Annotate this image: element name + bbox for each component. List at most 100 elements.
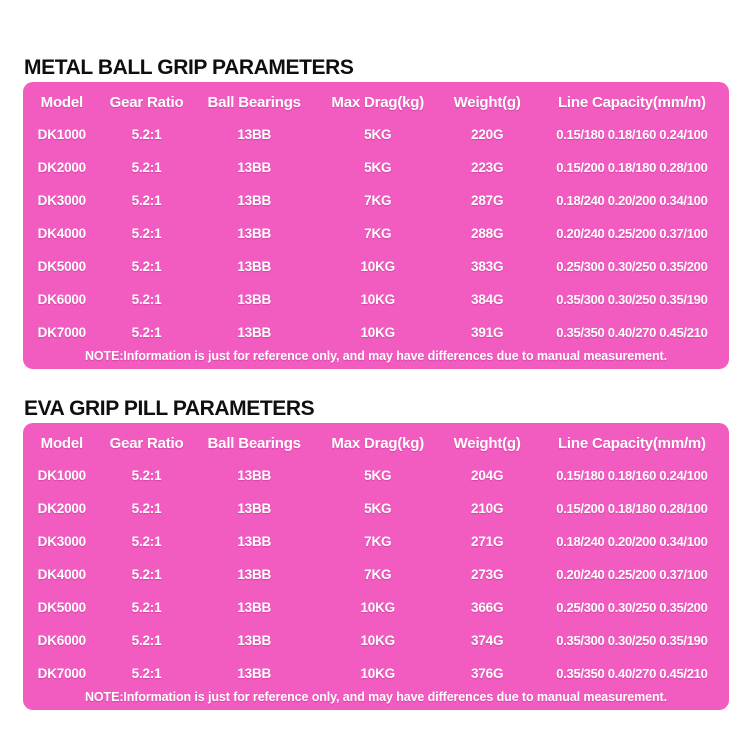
eva-grip-pill-panel: Model Gear Ratio Ball Bearings Max Drag(kg)… xyxy=(23,423,729,710)
cell-gear: 5.2:1 xyxy=(131,226,162,241)
cell-capacity: 0.35/300 0.30/250 0.35/190 xyxy=(556,633,708,648)
table-row: DK5000 5.2:1 13BB 10KG 383G 0.25/300 0.30/250… xyxy=(23,250,729,283)
cell-model: DK4000 xyxy=(37,226,87,241)
cell-model: DK5000 xyxy=(37,600,87,615)
cell-model: DK1000 xyxy=(37,127,87,142)
cell-bearings: 13BB xyxy=(237,226,272,241)
table-row: DK4000 5.2:1 13BB 7KG 273G 0.20/240 0.25/200 … xyxy=(23,558,729,591)
table-row: DK1000 5.2:1 13BB 5KG 204G 0.15/180 0.18/160 … xyxy=(23,459,729,492)
cell-weight: 273G xyxy=(471,567,504,582)
cell-gear: 5.2:1 xyxy=(131,325,162,340)
cell-drag: 7KG xyxy=(364,534,392,549)
cell-gear: 5.2:1 xyxy=(131,534,162,549)
table-row: DK4000 5.2:1 13BB 7KG 288G 0.20/240 0.25/200 … xyxy=(23,217,729,250)
table-row: DK3000 5.2:1 13BB 7KG 271G 0.18/240 0.20/200 … xyxy=(23,525,729,558)
cell-capacity: 0.35/350 0.40/270 0.45/210 xyxy=(556,666,708,681)
note-text: NOTE:Information is just for reference o… xyxy=(85,690,667,704)
cell-drag: 5KG xyxy=(364,468,392,483)
cell-model: DK3000 xyxy=(37,534,87,549)
cell-model: DK2000 xyxy=(37,501,87,516)
cell-gear: 5.2:1 xyxy=(131,501,162,516)
cell-weight: 376G xyxy=(471,666,504,681)
cell-capacity: 0.20/240 0.25/200 0.37/100 xyxy=(556,567,708,582)
cell-weight: 271G xyxy=(471,534,504,549)
cell-model: DK4000 xyxy=(37,567,87,582)
table-row: DK7000 5.2:1 13BB 10KG 391G 0.35/350 0.40/270… xyxy=(23,316,729,349)
note-row: NOTE:Information is just for reference o… xyxy=(23,349,729,369)
column-header-capacity: Line Capacity(mm/m) xyxy=(557,434,706,452)
cell-gear: 5.2:1 xyxy=(131,600,162,615)
metal-ball-grip-section: METAL BALL GRIP PARAMETERS Model Gear Rat… xyxy=(23,57,729,369)
cell-bearings: 13BB xyxy=(237,193,272,208)
cell-weight: 288G xyxy=(471,226,504,241)
cell-capacity: 0.15/200 0.18/180 0.28/100 xyxy=(556,160,708,175)
cell-capacity: 0.18/240 0.20/200 0.34/100 xyxy=(556,534,708,549)
cell-drag: 5KG xyxy=(364,160,392,175)
metal-ball-grip-title: METAL BALL GRIP PARAMETERS xyxy=(24,56,354,79)
column-header-model: Model xyxy=(40,434,84,452)
column-header-capacity: Line Capacity(mm/m) xyxy=(557,93,706,111)
cell-drag: 10KG xyxy=(360,600,396,615)
cell-gear: 5.2:1 xyxy=(131,567,162,582)
cell-bearings: 13BB xyxy=(237,325,272,340)
column-header-model: Model xyxy=(40,93,84,111)
table-row: DK1000 5.2:1 13BB 5KG 220G 0.15/180 0.18/160 … xyxy=(23,118,729,151)
table-row: DK5000 5.2:1 13BB 10KG 366G 0.25/300 0.30/250… xyxy=(23,591,729,624)
cell-drag: 10KG xyxy=(360,292,396,307)
cell-gear: 5.2:1 xyxy=(131,160,162,175)
cell-bearings: 13BB xyxy=(237,127,272,142)
cell-bearings: 13BB xyxy=(237,501,272,516)
header-row: Model Gear Ratio Ball Bearings Max Drag(kg)… xyxy=(23,82,729,118)
cell-capacity: 0.35/350 0.40/270 0.45/210 xyxy=(556,325,708,340)
column-header-drag: Max Drag(kg) xyxy=(331,93,425,111)
cell-drag: 5KG xyxy=(364,501,392,516)
cell-weight: 374G xyxy=(471,633,504,648)
metal-ball-grip-table: Model Gear Ratio Ball Bearings Max Drag(kg)… xyxy=(23,82,729,369)
cell-gear: 5.2:1 xyxy=(131,666,162,681)
cell-weight: 220G xyxy=(471,127,504,142)
eva-grip-pill-table: Model Gear Ratio Ball Bearings Max Drag(kg)… xyxy=(23,423,729,710)
cell-model: DK7000 xyxy=(37,325,87,340)
table-row: DK7000 5.2:1 13BB 10KG 376G 0.35/350 0.40/270… xyxy=(23,657,729,690)
cell-capacity: 0.15/180 0.18/160 0.24/100 xyxy=(556,468,708,483)
cell-drag: 10KG xyxy=(360,633,396,648)
cell-model: DK3000 xyxy=(37,193,87,208)
table-row: DK6000 5.2:1 13BB 10KG 374G 0.35/300 0.30/250… xyxy=(23,624,729,657)
cell-capacity: 0.25/300 0.30/250 0.35/200 xyxy=(556,600,708,615)
cell-capacity: 0.35/300 0.30/250 0.35/190 xyxy=(556,292,708,307)
eva-grip-pill-title: EVA GRIP PILL PARAMETERS xyxy=(24,397,315,420)
cell-model: DK6000 xyxy=(37,633,87,648)
cell-model: DK1000 xyxy=(37,468,87,483)
cell-bearings: 13BB xyxy=(237,292,272,307)
cell-bearings: 13BB xyxy=(237,160,272,175)
cell-capacity: 0.18/240 0.20/200 0.34/100 xyxy=(556,193,708,208)
cell-gear: 5.2:1 xyxy=(131,127,162,142)
column-header-bearings: Ball Bearings xyxy=(207,434,301,452)
column-header-weight: Weight(g) xyxy=(453,93,521,111)
metal-ball-grip-panel: Model Gear Ratio Ball Bearings Max Drag(kg)… xyxy=(23,82,729,369)
cell-drag: 7KG xyxy=(364,226,392,241)
cell-gear: 5.2:1 xyxy=(131,193,162,208)
cell-weight: 210G xyxy=(471,501,504,516)
table-row: DK3000 5.2:1 13BB 7KG 287G 0.18/240 0.20/200 … xyxy=(23,184,729,217)
cell-drag: 10KG xyxy=(360,666,396,681)
cell-weight: 366G xyxy=(471,600,504,615)
cell-bearings: 13BB xyxy=(237,600,272,615)
cell-capacity: 0.15/180 0.18/160 0.24/100 xyxy=(556,127,708,142)
cell-weight: 287G xyxy=(471,193,504,208)
cell-model: DK6000 xyxy=(37,292,87,307)
column-header-gear: Gear Ratio xyxy=(109,93,184,111)
cell-drag: 7KG xyxy=(364,567,392,582)
column-header-weight: Weight(g) xyxy=(453,434,521,452)
column-header-gear: Gear Ratio xyxy=(109,434,184,452)
cell-capacity: 0.20/240 0.25/200 0.37/100 xyxy=(556,226,708,241)
cell-capacity: 0.15/200 0.18/180 0.28/100 xyxy=(556,501,708,516)
cell-drag: 5KG xyxy=(364,127,392,142)
cell-weight: 383G xyxy=(471,259,504,274)
cell-bearings: 13BB xyxy=(237,633,272,648)
cell-gear: 5.2:1 xyxy=(131,633,162,648)
column-header-bearings: Ball Bearings xyxy=(207,93,301,111)
cell-drag: 10KG xyxy=(360,259,396,274)
cell-bearings: 13BB xyxy=(237,567,272,582)
